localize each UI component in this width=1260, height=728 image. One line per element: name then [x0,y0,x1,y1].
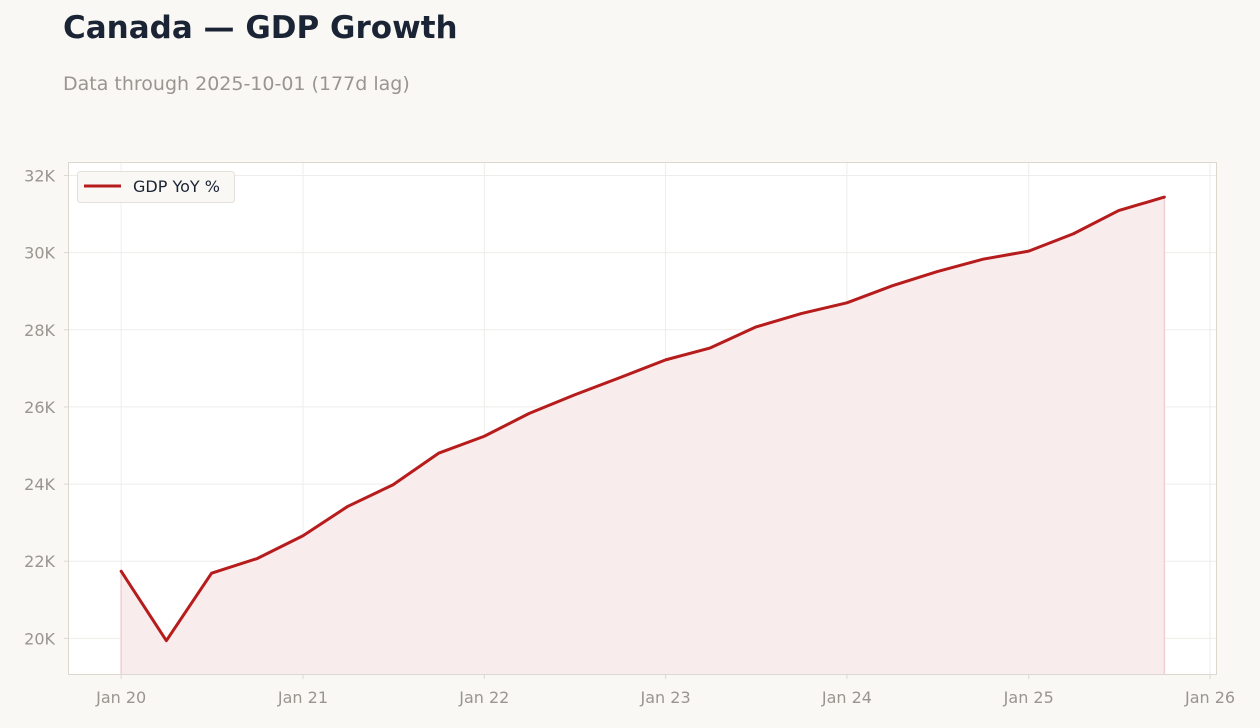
y-tick-label-1: 22K [24,552,55,571]
x-tick-label-1: Jan 21 [277,688,328,707]
y-tick-label-3: 26K [24,398,55,417]
legend-box [77,171,235,203]
series-area-fill-gdp-yoy [121,197,1165,675]
chart-title: Canada — GDP Growth [63,10,458,46]
y-tick-label-5: 30K [24,244,55,263]
x-tick-label-0: Jan 20 [95,688,146,707]
y-tick-label-4: 28K [24,321,55,340]
y-tick-label-0: 20K [24,629,55,648]
x-tick-label-2: Jan 22 [458,688,509,707]
x-tick-label-3: Jan 23 [640,688,691,707]
y-tick-label-6: 32K [24,167,55,186]
x-tick-label-5: Jan 25 [1003,688,1054,707]
y-tick-label-2: 24K [24,475,55,494]
plot-frame [68,162,1217,675]
y-axis: 20K 22K 24K 26K 28K 30K 32K [24,167,68,648]
series-line-gdp-yoy [119,195,1166,643]
x-axis: Jan 20 Jan 21 Jan 22 Jan 23 Jan 24 Jan 25 Jan … [95,675,1235,707]
legend-label-gdp-yoy: GDP YoY % [133,177,220,196]
legend: GDP YoY % [77,171,235,203]
x-tick-label-6: Jan 26 [1184,688,1235,707]
x-tick-label-4: Jan 24 [821,688,872,707]
chart-subtitle: Data through 2025-10-01 (177d lag) [63,73,410,95]
